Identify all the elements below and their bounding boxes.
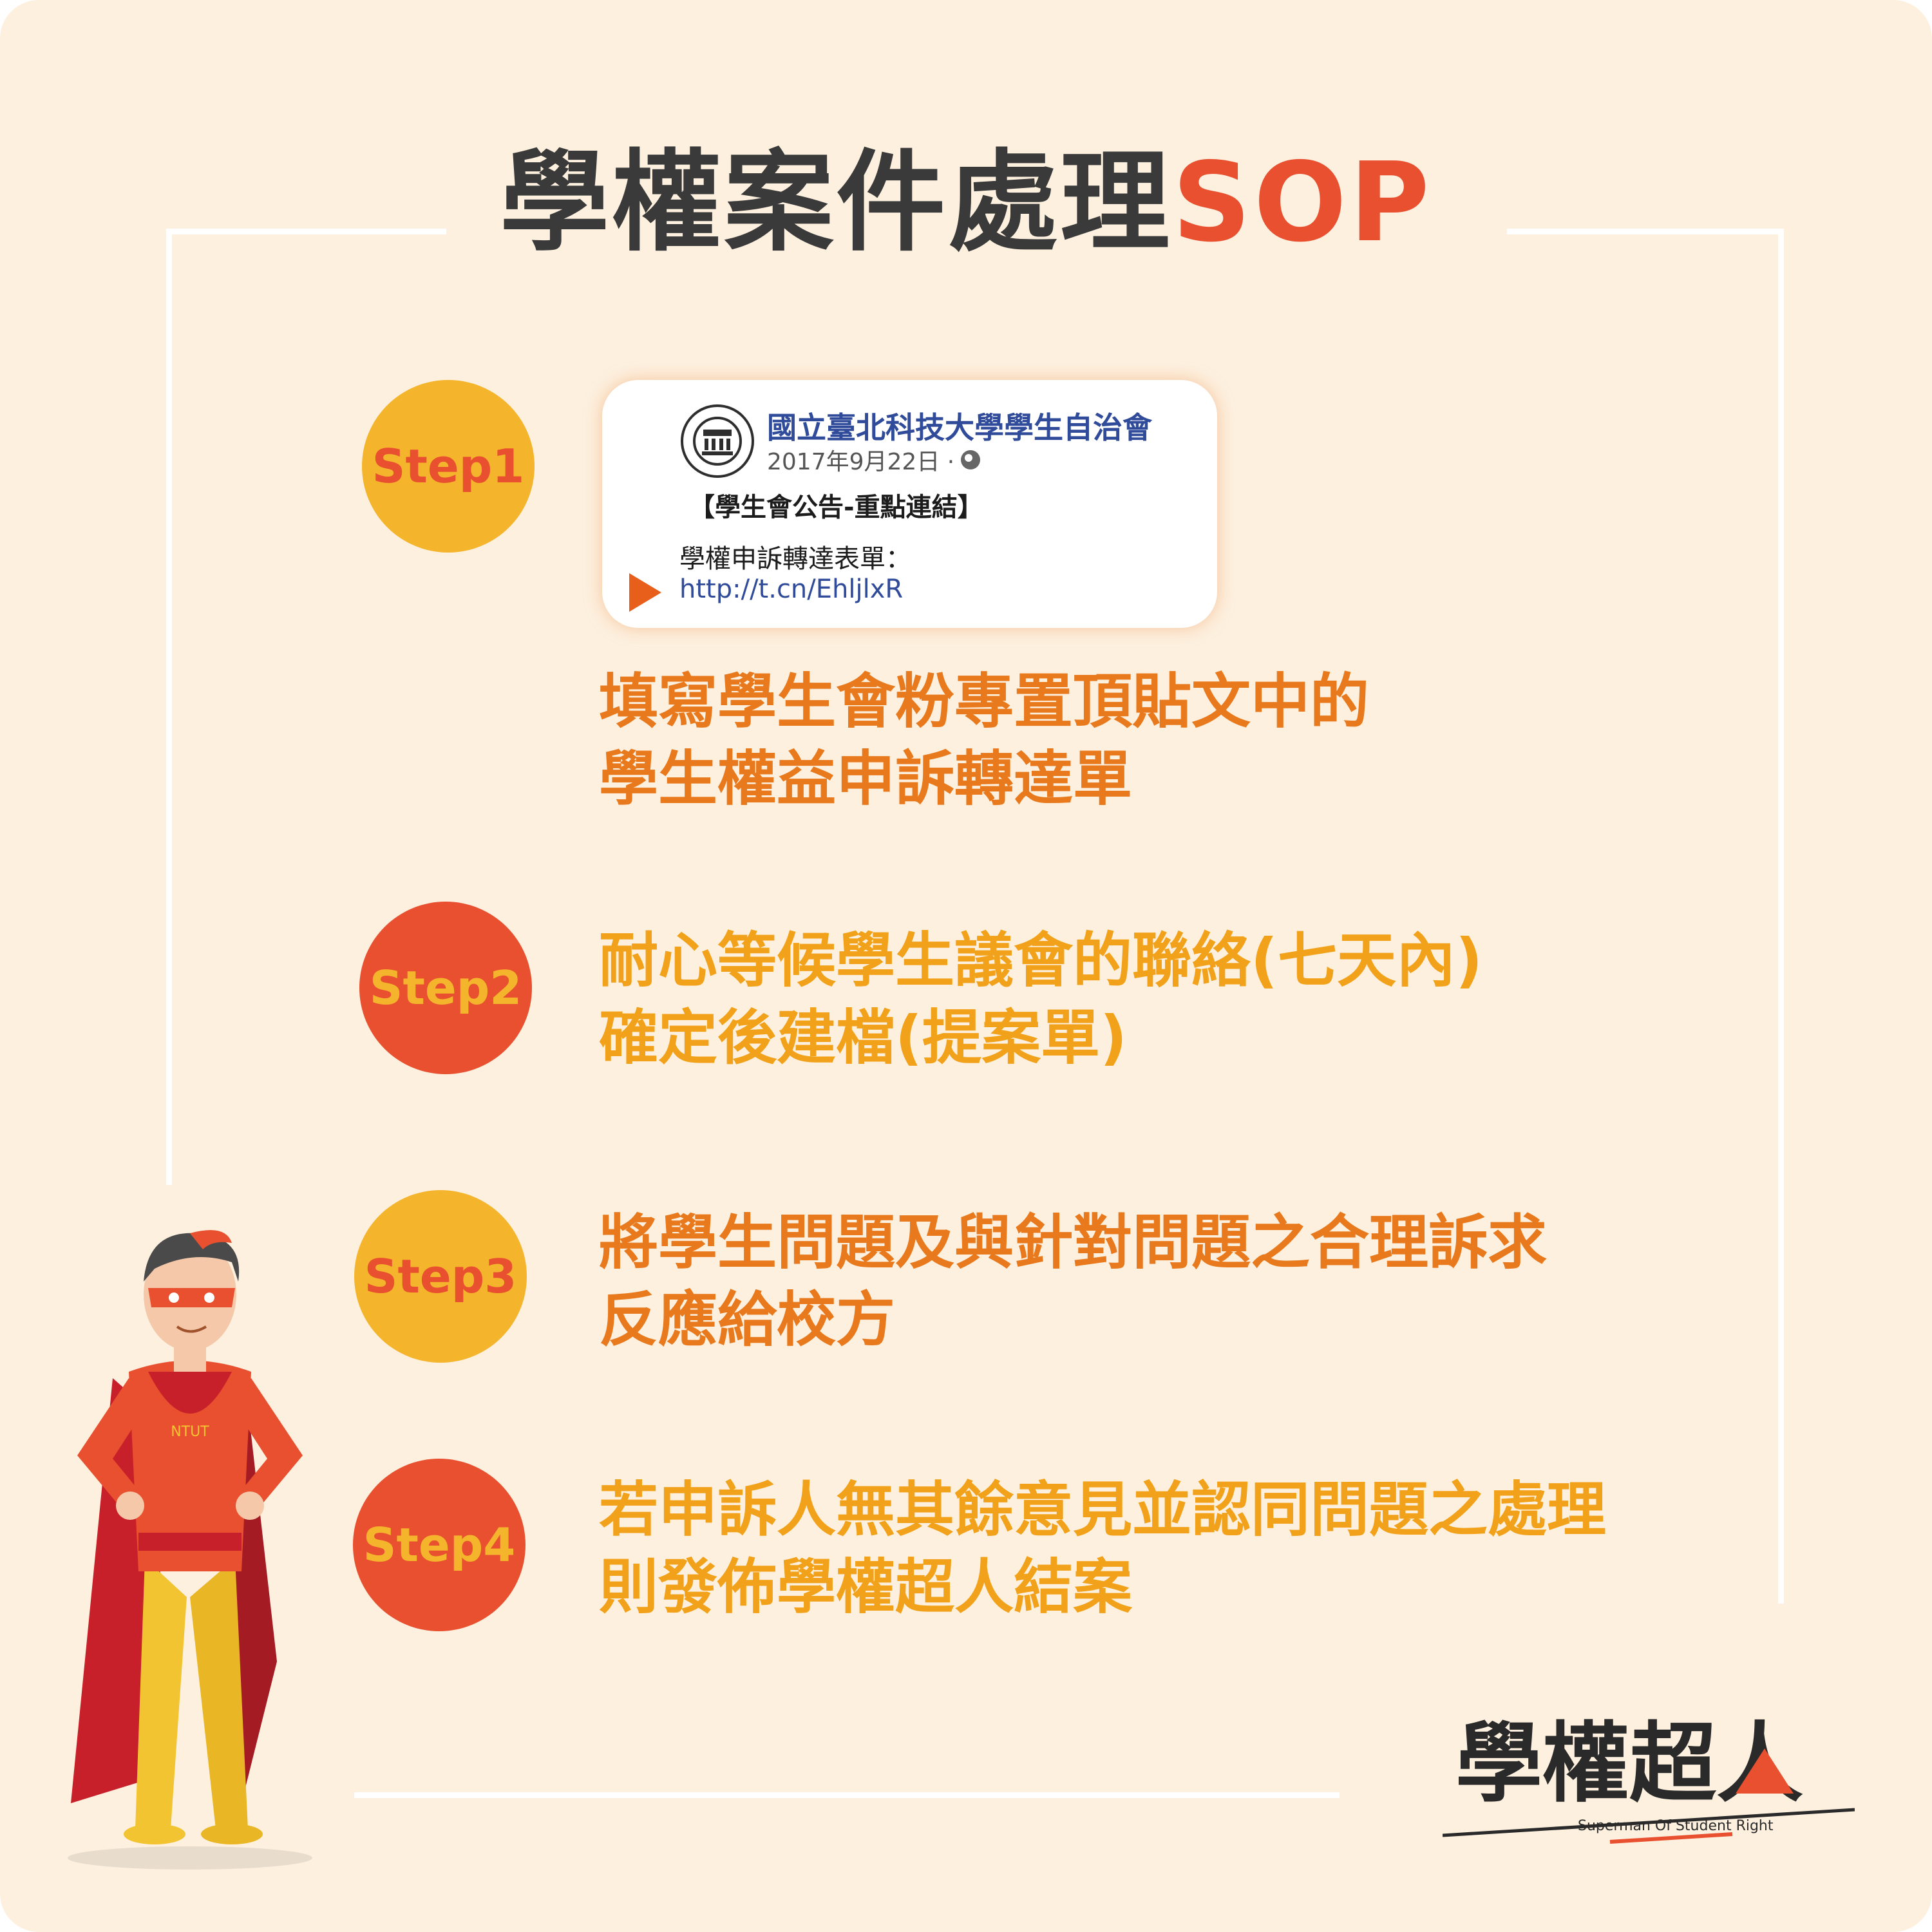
superhero-illustration: NTUT [68,1230,312,1870]
step3-badge: Step3 [354,1190,527,1363]
step4-text: 若申訴人無其餘意見並認同問題之處理 則發佈學權超人結案 [599,1472,1606,1626]
globe-icon [961,450,981,469]
frame-top-right-line [1507,229,1784,234]
step4-label: Step4 [363,1518,516,1572]
step4-line2: 則發佈學權超人結案 [599,1553,1133,1622]
step1-badge: Step1 [362,380,535,553]
step2-line2: 確定後建檔(提案單) [599,1003,1128,1072]
title-main: 學權案件處理 [500,139,1173,267]
school-seal-icon [693,417,742,466]
page-avatar [681,404,754,478]
step4-badge: Step4 [353,1459,526,1631]
step3-line2: 反應給校方 [599,1285,896,1354]
step3-text: 將學生問題及與針對問題之合理訴求 反應給校方 [599,1204,1547,1359]
step2-text: 耐心等候學生議會的聯絡(七天內) 確定後建檔(提案單) [599,922,1482,1077]
post-date-text: 2017年9月22日 · [767,449,955,475]
facebook-post-card: 國立臺北科技大學學生自治會 2017年9月22日 · 【學生會公告-重點連結】 … [602,380,1217,628]
brand-logo-art: 學權超人 Superman Of Student Right [1442,1713,1855,1844]
post-date[interactable]: 2017年9月22日 · [767,443,981,477]
step4-line1: 若申訴人無其餘意見並認同問題之處理 [599,1475,1607,1544]
hero-badge: NTUT [171,1424,209,1440]
step3-line1: 將學生問題及與針對問題之合理訴求 [599,1208,1548,1277]
step1-line2: 學生權益申訴轉達單 [599,744,1133,813]
title-accent: SOP [1172,139,1432,267]
page-title: 學權案件處理SOP [0,138,1932,267]
brand-logo: 學權超人 Superman Of Student Right [1442,1687,1855,1848]
post-heading: 【學生會公告-重點連結】 [689,493,983,522]
frame-left-line [166,229,172,1185]
frame-right-line [1778,229,1784,1604]
frame-bottom-line [354,1792,1340,1798]
step1-text: 填寫學生會粉專置頂貼文中的 學生權益申訴轉達單 [599,663,1369,818]
frame-top-left-line [166,229,446,234]
step2-badge: Step2 [359,902,532,1074]
post-page-name[interactable]: 國立臺北科技大學學生自治會 [767,410,1152,445]
step1-label: Step1 [372,439,525,493]
step2-label: Step2 [369,961,522,1015]
post-body: 學權申訴轉達表單： [679,544,911,574]
step3-label: Step3 [364,1249,517,1303]
step2-line1: 耐心等候學生議會的聯絡(七天內) [599,926,1483,995]
post-link[interactable]: http://t.cn/EhljlxR [679,574,904,604]
play-arrow-icon [629,573,661,612]
logo-subtitle: Superman Of Student Right [1578,1818,1774,1834]
step1-line1: 填寫學生會粉專置頂貼文中的 [599,667,1370,736]
logo-title: 學權超人 [1455,1713,1803,1814]
